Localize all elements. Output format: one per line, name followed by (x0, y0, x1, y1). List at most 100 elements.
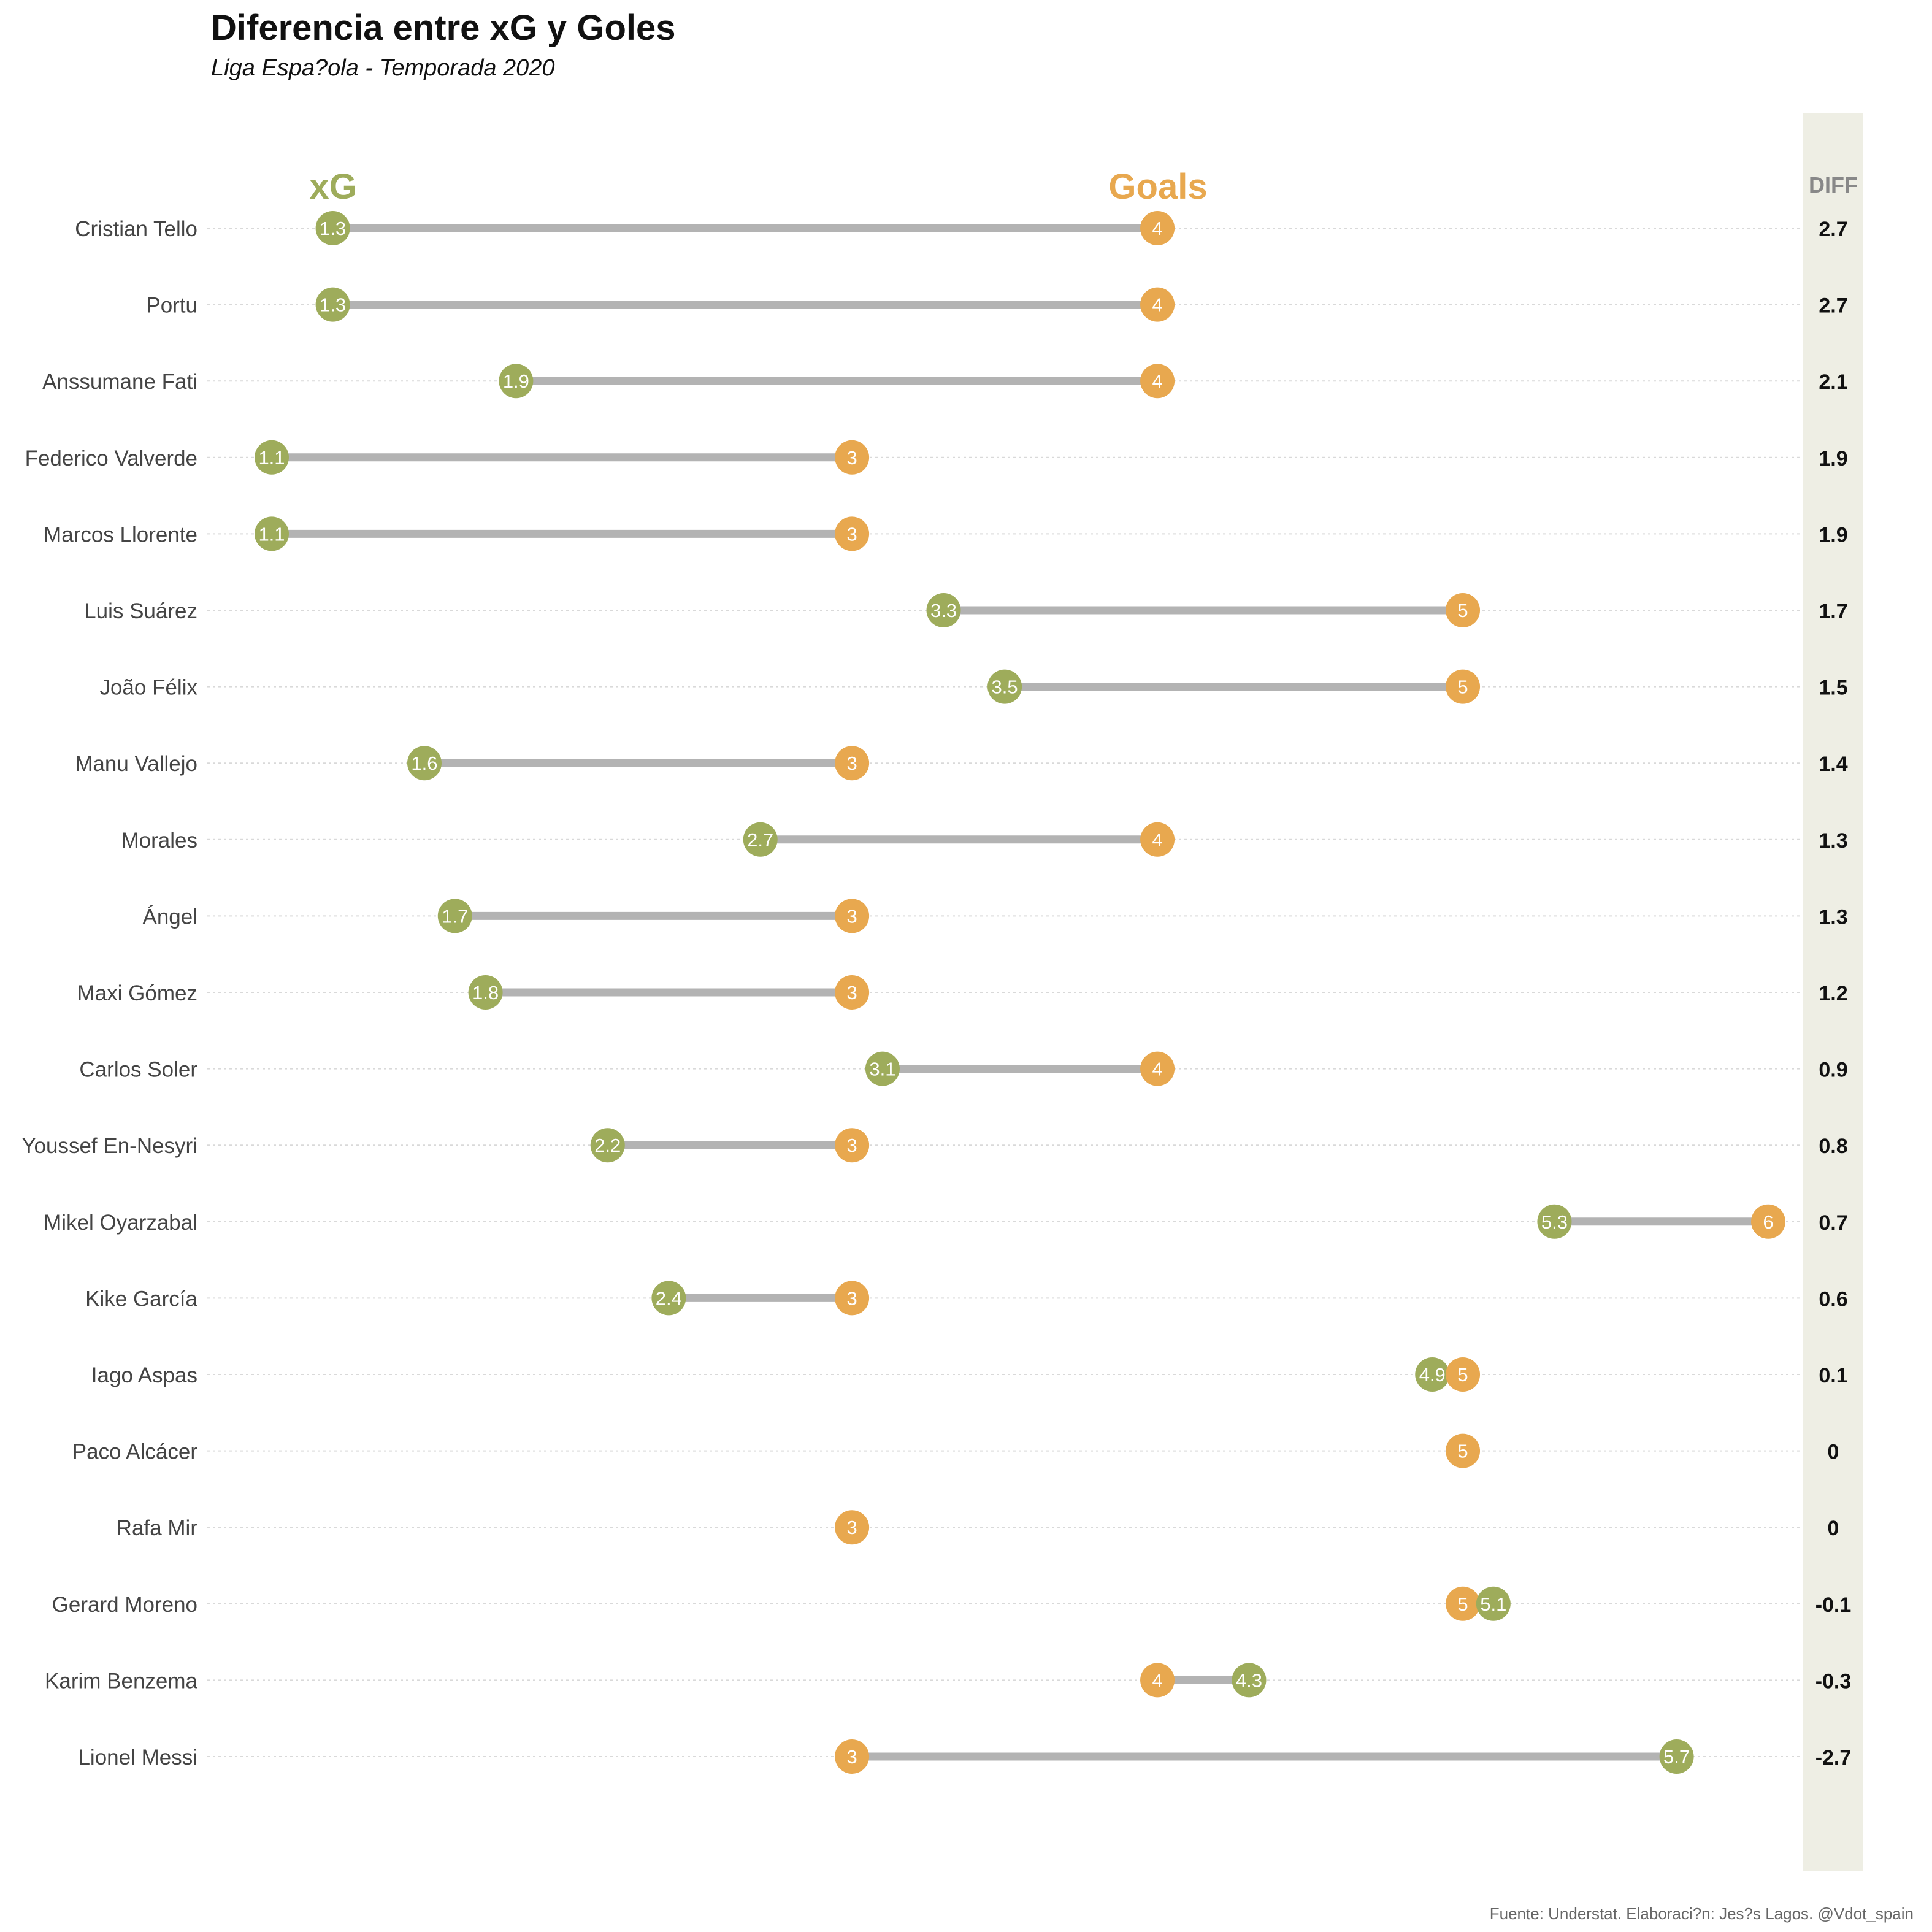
goals-point (1140, 364, 1175, 399)
xg-point (743, 822, 778, 857)
player-label: Kike García (85, 1287, 197, 1311)
diff-value: 2.1 (1819, 370, 1847, 394)
goals-value-label: 5 (1457, 1593, 1468, 1615)
diff-value: 0.9 (1819, 1059, 1847, 1082)
diff-value: 0.7 (1819, 1211, 1847, 1235)
player-label: Marcos Llorente (44, 523, 197, 546)
xg-value-label: 1.1 (258, 523, 285, 545)
player-label: Rafa Mir (117, 1516, 198, 1540)
goals-value-label: 3 (846, 905, 857, 927)
goals-point (1751, 1204, 1785, 1239)
diff-value: 1.7 (1819, 600, 1847, 623)
xg-value-label: 3.5 (992, 677, 1018, 698)
goals-value-label: 3 (846, 1746, 857, 1768)
goals-value-label: 5 (1457, 600, 1468, 621)
goals-point (835, 1128, 870, 1163)
goals-value-label: 3 (846, 1135, 857, 1156)
goals-point (835, 516, 870, 551)
goals-point (835, 975, 870, 1010)
source-caption: Fuente: Understat. Elaboraci?n: Jes?s La… (1489, 1904, 1914, 1923)
diff-value: 2.7 (1819, 218, 1847, 241)
diff-value: -0.3 (1815, 1669, 1852, 1693)
goals-point (835, 1510, 870, 1545)
xg-point (1415, 1357, 1450, 1392)
xg-value-label: 2.4 (656, 1287, 682, 1309)
xg-point (987, 669, 1022, 704)
xg-point (590, 1128, 625, 1163)
goals-point (1446, 593, 1481, 627)
data-points: 1.3 4 1.3 4 1.9 4 1.1 3 1.1 3 3.3 5 3.5 5 1.6 3 2.7 4 1.7 3… (255, 211, 1785, 1774)
diff-value: -0.1 (1815, 1593, 1852, 1617)
xg-legend-label: xG (309, 167, 356, 207)
diff-value: 0 (1828, 1517, 1839, 1540)
xg-point (315, 211, 350, 245)
goals-value-label: 3 (846, 982, 857, 1003)
goals-value-label: 3 (846, 1287, 857, 1309)
diff-value: 1.4 (1819, 753, 1847, 776)
goals-value-label: 4 (1152, 370, 1162, 392)
player-label: Luis Suárez (84, 599, 197, 623)
goals-point (835, 899, 870, 933)
diff-value: 1.3 (1819, 905, 1847, 929)
player-label: Cristian Tello (75, 217, 197, 241)
goals-value-label: 4 (1152, 1059, 1162, 1080)
player-label: Maxi Gómez (77, 981, 197, 1005)
goals-value-label: 4 (1152, 218, 1162, 239)
xg-point (926, 593, 961, 627)
player-label: Federico Valverde (25, 447, 197, 470)
goals-value-label: 5 (1457, 1441, 1468, 1462)
xg-value-label: 2.7 (747, 829, 773, 851)
player-label: Morales (121, 829, 197, 853)
diff-value: 1.9 (1819, 447, 1847, 470)
goals-legend-label: Goals (1108, 167, 1207, 207)
xg-point (437, 899, 472, 933)
xg-value-label: 3.3 (930, 600, 957, 621)
goals-value-label: 3 (846, 447, 857, 469)
xg-value-label: 1.3 (320, 218, 346, 239)
goals-point (835, 1739, 870, 1774)
xg-value-label: 5.7 (1663, 1746, 1690, 1768)
goals-point (1446, 669, 1481, 704)
player-label: João Félix (99, 676, 197, 700)
goals-point (1140, 1051, 1175, 1086)
goals-point (835, 1281, 870, 1316)
xg-point (407, 746, 442, 781)
player-label: Ángel (142, 905, 197, 929)
player-label: Gerard Moreno (52, 1593, 197, 1617)
xg-value-label: 1.7 (442, 905, 468, 927)
xg-point (1476, 1586, 1511, 1621)
goals-value-label: 4 (1152, 1669, 1162, 1691)
goals-point (835, 746, 870, 781)
goals-value-label: 3 (846, 1517, 857, 1538)
player-label: Mikel Oyarzabal (44, 1211, 197, 1235)
goals-value-label: 4 (1152, 294, 1162, 316)
goals-value-label: 3 (846, 753, 857, 774)
player-label: Lionel Messi (78, 1746, 197, 1769)
xg-value-label: 3.1 (869, 1059, 895, 1080)
diff-value: 0 (1828, 1441, 1839, 1464)
goals-value-label: 3 (846, 523, 857, 545)
player-label: Portu (146, 294, 197, 318)
xg-point (468, 975, 503, 1010)
goals-point (1140, 822, 1175, 857)
goals-point (1446, 1357, 1481, 1392)
player-label: Iago Aspas (91, 1363, 197, 1387)
goals-point (1446, 1586, 1481, 1621)
diff-value: 1.3 (1819, 829, 1847, 853)
xg-value-label: 1.6 (411, 753, 437, 774)
xg-value-label: 1.1 (258, 447, 285, 469)
xg-point (499, 364, 534, 399)
xg-point (651, 1281, 686, 1316)
player-label: Anssumane Fati (42, 370, 197, 394)
xg-point (1537, 1204, 1572, 1239)
diff-value: 1.2 (1819, 982, 1847, 1005)
xg-value-label: 4.3 (1236, 1669, 1262, 1691)
diff-panel (1803, 113, 1863, 1871)
xg-point (315, 287, 350, 322)
player-label: Paco Alcácer (72, 1440, 198, 1464)
diff-value: 1.5 (1819, 677, 1847, 700)
xg-value-label: 2.2 (594, 1135, 621, 1156)
xg-point (255, 516, 289, 551)
xg-value-label: 1.8 (472, 982, 499, 1003)
